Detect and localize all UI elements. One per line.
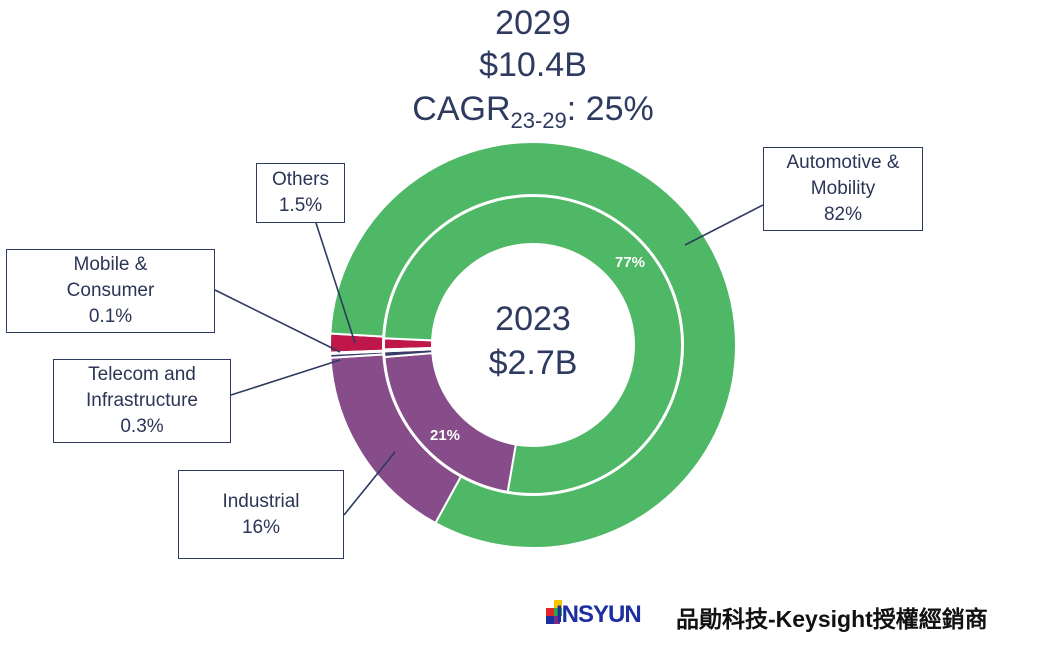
logo-text: INSYUN xyxy=(556,601,642,628)
callout-industrial: Industrial 16% xyxy=(178,470,344,559)
leader-automotive xyxy=(684,204,764,246)
callout-automotive-pct: 82% xyxy=(823,204,863,225)
callout-automotive-name2: Mobility xyxy=(810,178,876,199)
title-total: $10.4B xyxy=(479,46,587,84)
slice-label-industrial-2023: 21% xyxy=(430,427,460,444)
center-total: $2.7B xyxy=(488,344,578,382)
callout-industrial-pct: 16% xyxy=(241,516,281,538)
slice-automotive-mobility-2023 xyxy=(383,195,683,495)
callout-mobile-name2: Consumer xyxy=(66,280,155,301)
center-year: 2023 xyxy=(495,300,571,338)
slice-mobile-consumer-2023 xyxy=(383,347,434,353)
cagr-suffix: : 25% xyxy=(566,90,654,128)
title-year: 2029 xyxy=(495,4,571,42)
callout-others-name: Others xyxy=(271,169,330,190)
callout-others: Others 1.5% xyxy=(256,163,345,223)
callout-mobile-name: Mobile & xyxy=(73,254,148,275)
callout-automotive: Automotive & Mobility 82% xyxy=(763,147,923,231)
callout-telecom: Telecom and Infrastructure 0.3% xyxy=(53,359,231,443)
pinsyun-logo: INSYUN xyxy=(546,598,664,628)
brand-text: 品勛科技-Keysight授權經銷商 xyxy=(676,606,988,632)
callout-mobile: Mobile & Consumer 0.1% xyxy=(6,249,215,333)
inner-ring-2023 xyxy=(383,195,683,495)
leader-telecom xyxy=(230,359,341,396)
title-cagr: CAGR23-29: 25% xyxy=(412,92,653,132)
callout-mobile-pct: 0.1% xyxy=(88,306,133,327)
callout-others-pct: 1.5% xyxy=(278,195,323,216)
slice-label-automotive-2023: 77% xyxy=(615,254,645,271)
callout-industrial-name: Industrial xyxy=(222,490,300,512)
cagr-prefix: CAGR xyxy=(412,90,511,128)
callout-telecom-pct: 0.3% xyxy=(120,416,164,437)
leader-lines xyxy=(214,204,764,516)
cagr-subscript: 23-29 xyxy=(510,108,567,133)
leader-others xyxy=(315,222,356,344)
callout-telecom-name2: Infrastructure xyxy=(86,390,198,411)
logo-mark-icon xyxy=(546,600,562,624)
callout-automotive-name: Automotive & xyxy=(786,152,900,173)
callout-telecom-name: Telecom and xyxy=(88,364,196,385)
leader-industrial xyxy=(343,451,396,516)
leader-mobile xyxy=(214,289,341,353)
